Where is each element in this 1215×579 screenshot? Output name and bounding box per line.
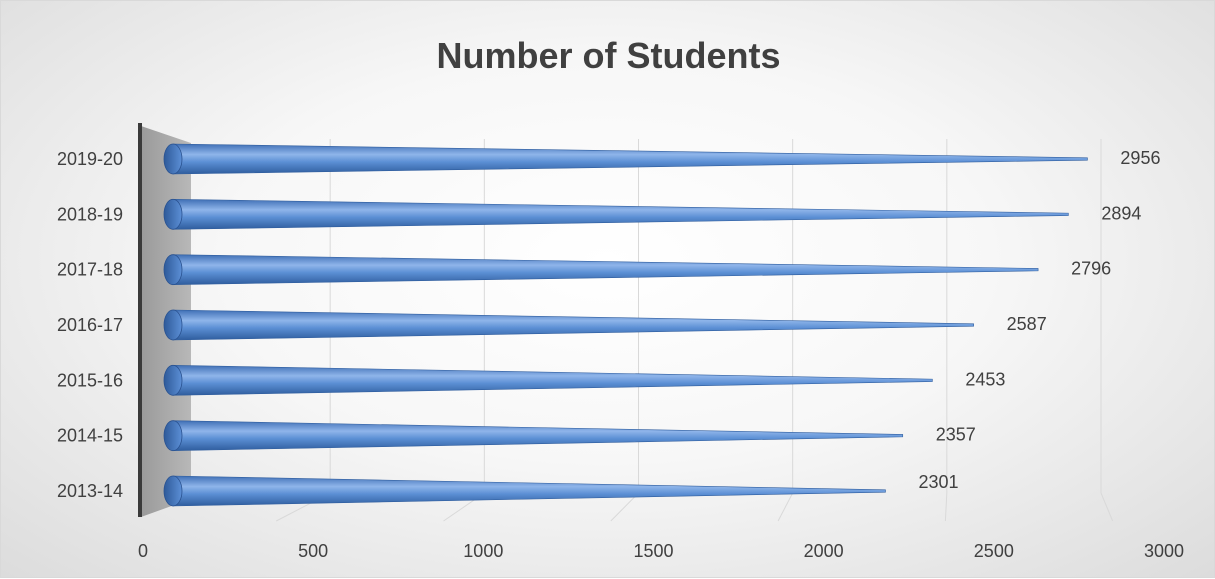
- y-tick-label: 2013-14: [57, 481, 123, 501]
- bar: [172, 420, 904, 451]
- bar-base: [163, 364, 183, 396]
- y-tick-label: 2017-18: [57, 260, 123, 280]
- bar: [172, 475, 886, 507]
- labels: 0 500 1000 1500 2000 2500 3000 2013-14 2014-15 20…: [57, 148, 1184, 561]
- gridline-floor: [777, 492, 794, 522]
- bar: [172, 309, 974, 341]
- data-label: 2357: [936, 425, 976, 445]
- y-tick-label: 2019-20: [57, 149, 123, 169]
- gridline-floor: [1100, 492, 1114, 522]
- x-tick-label: 0: [138, 541, 148, 561]
- bar: [172, 365, 933, 396]
- data-label: 2796: [1071, 259, 1111, 279]
- y-tick-label: 2016-17: [57, 315, 123, 335]
- y-tick-label: 2014-15: [57, 426, 123, 446]
- x-tick-label: 3000: [1144, 541, 1184, 561]
- y-tick-label: 2018-19: [57, 204, 123, 224]
- bar-base: [163, 143, 183, 175]
- bar: [172, 254, 1039, 285]
- data-label: 2301: [918, 472, 958, 492]
- bar-base: [163, 198, 183, 230]
- bar: [172, 199, 1069, 230]
- x-tick-label: 1500: [633, 541, 673, 561]
- x-tick-label: 1000: [463, 541, 503, 561]
- x-tick-label: 2000: [804, 541, 844, 561]
- bar-base: [163, 254, 183, 286]
- bar: [172, 143, 1088, 175]
- y-tick-label: 2015-16: [57, 370, 123, 390]
- gridline-floor: [944, 492, 948, 522]
- data-label: 2956: [1120, 148, 1160, 168]
- data-label: 2587: [1007, 314, 1047, 334]
- chart-title: Number of Students: [436, 35, 781, 76]
- data-label: 2453: [965, 369, 1005, 389]
- bars: [163, 143, 1088, 507]
- data-label: 2894: [1101, 203, 1141, 223]
- x-tick-label: 2500: [974, 541, 1014, 561]
- x-tick-label: 500: [298, 541, 328, 561]
- bar-base: [163, 475, 183, 507]
- bar-base: [163, 309, 183, 341]
- gridline-floor: [610, 492, 639, 522]
- bar-base: [163, 420, 183, 452]
